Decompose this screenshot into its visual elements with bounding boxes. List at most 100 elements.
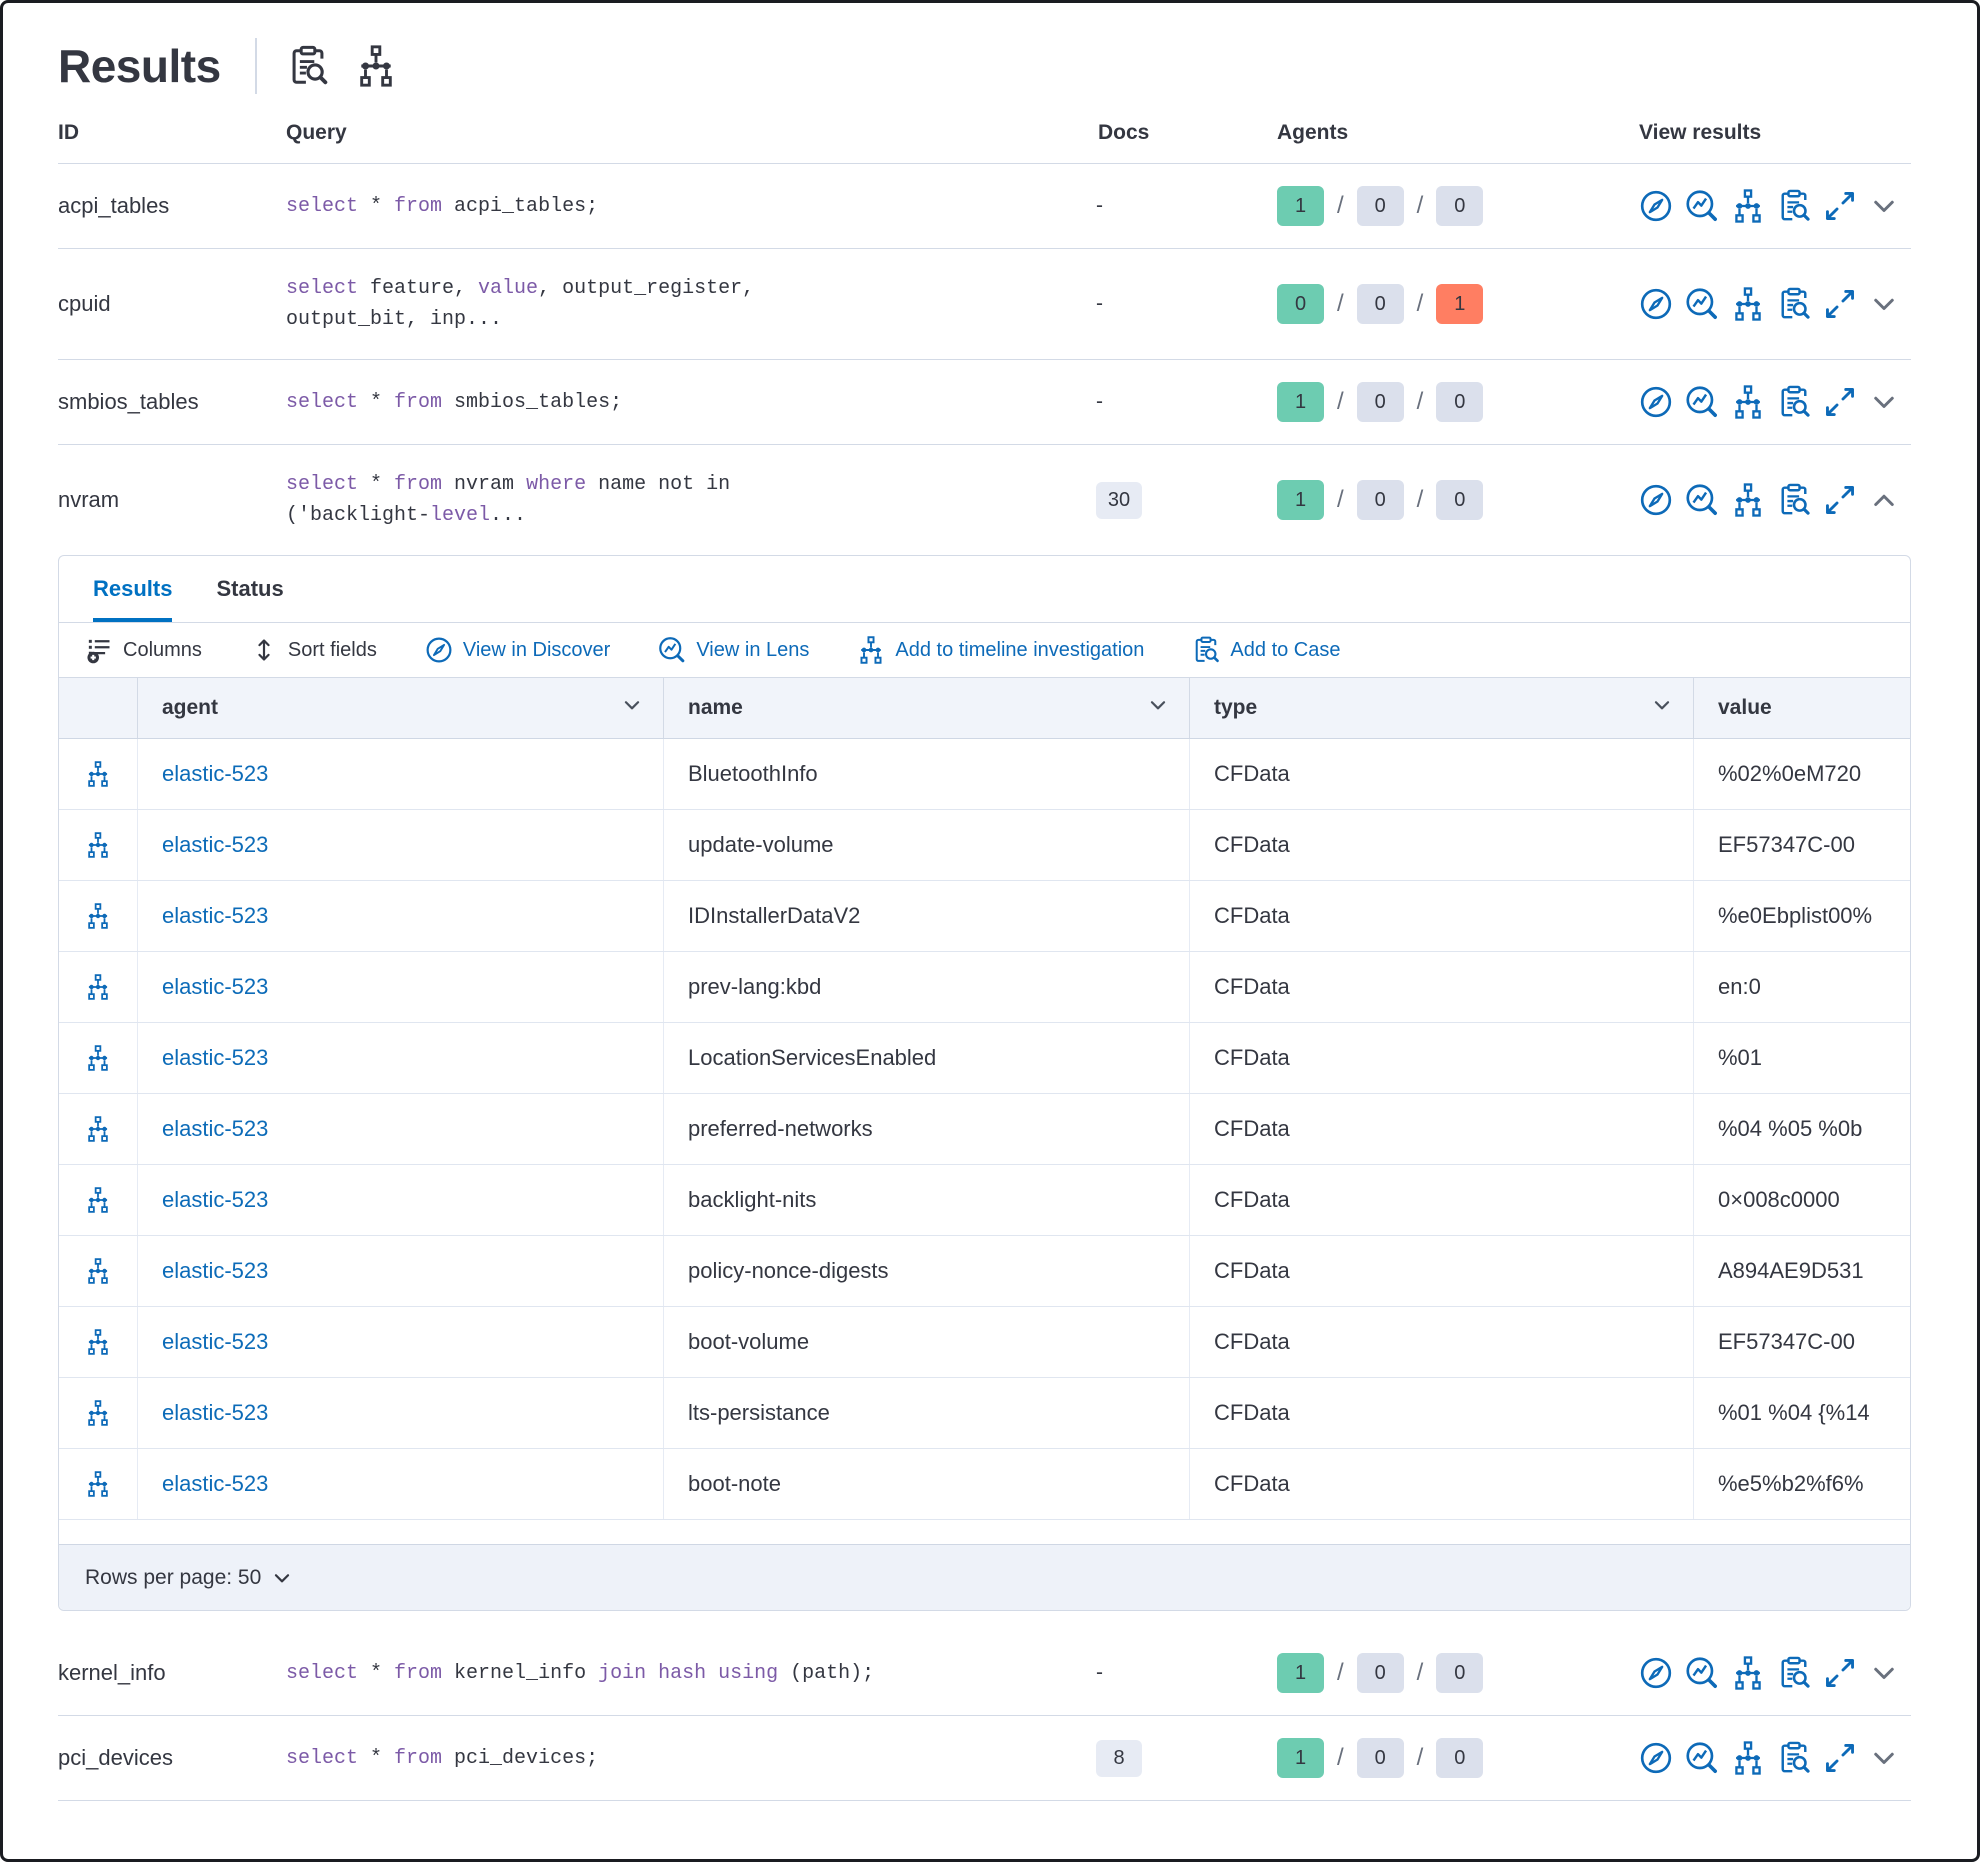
view-in-lens-button[interactable] <box>1683 481 1721 519</box>
expand-results-button[interactable] <box>1821 1654 1859 1692</box>
add-to-timeline-button[interactable] <box>1729 187 1767 225</box>
toggle-row-button[interactable] <box>1867 1656 1901 1690</box>
toggle-row-button[interactable] <box>1867 287 1901 321</box>
case-icon <box>1777 385 1811 419</box>
columns-button[interactable]: Columns <box>85 636 202 664</box>
agents-failed-badge: 0 <box>1436 1653 1484 1693</box>
value-cell: EF57347C-00 <box>1718 832 1855 857</box>
rows-per-page-button[interactable]: Rows per page: 50 <box>85 1566 293 1590</box>
row-timeline-action[interactable] <box>59 1236 138 1306</box>
query-sql: select * from acpi_tables; <box>286 194 599 218</box>
row-timeline-action[interactable] <box>59 1094 138 1164</box>
agent-link[interactable]: elastic-523 <box>162 1187 269 1212</box>
results-toolbar: Columns Sort fields View in Discover Vie… <box>59 623 1910 678</box>
timeline-icon <box>85 1329 111 1355</box>
agent-link[interactable]: elastic-523 <box>162 1471 269 1496</box>
agents-success-badge: 1 <box>1277 1653 1324 1693</box>
row-timeline-action[interactable] <box>59 1449 138 1519</box>
view-in-discover-button[interactable] <box>1637 1739 1675 1777</box>
compass-icon <box>1639 1741 1673 1775</box>
view-in-lens-button[interactable] <box>1683 187 1721 225</box>
add-to-timeline-button[interactable] <box>1729 481 1767 519</box>
tab-results[interactable]: Results <box>93 576 173 622</box>
sort-fields-button[interactable]: Sort fields <box>250 636 377 664</box>
row-timeline-action[interactable] <box>59 739 138 809</box>
add-to-timeline-button[interactable] <box>1729 1654 1767 1692</box>
timeline-view-button[interactable] <box>355 45 397 87</box>
row-timeline-action[interactable] <box>59 952 138 1022</box>
value-cell: %01 <box>1718 1045 1763 1070</box>
add-to-timeline-button[interactable] <box>1729 1739 1767 1777</box>
view-in-lens-button[interactable] <box>1683 1739 1721 1777</box>
column-header-value[interactable]: value <box>1718 696 1772 719</box>
view-in-discover-link[interactable]: View in Discover <box>425 636 610 664</box>
view-in-lens-button[interactable] <box>1683 383 1721 421</box>
row-timeline-action[interactable] <box>59 1023 138 1093</box>
agent-link[interactable]: elastic-523 <box>162 1329 269 1354</box>
toggle-row-button[interactable] <box>1867 385 1901 419</box>
name-cell: backlight-nits <box>664 1165 1190 1235</box>
row-timeline-action[interactable] <box>59 810 138 880</box>
view-in-lens-link[interactable]: View in Lens <box>658 636 809 664</box>
timeline-icon <box>85 1187 111 1213</box>
add-to-case-link[interactable]: Add to Case <box>1192 636 1341 664</box>
query-id: kernel_info <box>58 1660 166 1685</box>
row-timeline-action[interactable] <box>59 881 138 951</box>
type-cell: CFData <box>1190 1094 1694 1164</box>
add-to-case-button[interactable] <box>1775 187 1813 225</box>
view-in-discover-button[interactable] <box>1637 1654 1675 1692</box>
grid-bottom-gap <box>59 1520 1910 1544</box>
timeline-icon <box>857 636 885 664</box>
row-timeline-action[interactable] <box>59 1307 138 1377</box>
add-to-case-button[interactable] <box>1775 285 1813 323</box>
add-to-case-button[interactable] <box>1775 481 1813 519</box>
column-header-agent[interactable]: agent <box>138 678 664 738</box>
agents-status: 1/0/0 <box>1261 480 1631 520</box>
saved-queries-view-button[interactable] <box>287 45 329 87</box>
tab-status[interactable]: Status <box>216 576 283 622</box>
expand-results-button[interactable] <box>1821 383 1859 421</box>
add-to-timeline-link[interactable]: Add to timeline investigation <box>857 636 1144 664</box>
value-cell: %04 %05 %0b <box>1718 1116 1863 1141</box>
agent-link[interactable]: elastic-523 <box>162 903 269 928</box>
value-cell: %02%0eM720 <box>1718 761 1862 786</box>
toggle-row-button[interactable] <box>1867 1741 1901 1775</box>
view-in-lens-button[interactable] <box>1683 285 1721 323</box>
view-in-discover-button[interactable] <box>1637 481 1675 519</box>
view-results-actions <box>1631 481 1911 519</box>
value-cell: %e5%b2%f6% <box>1718 1471 1864 1496</box>
name-cell: lts-persistance <box>664 1378 1190 1448</box>
add-to-case-button[interactable] <box>1775 1739 1813 1777</box>
column-header-row-icon <box>59 678 138 738</box>
expand-results-button[interactable] <box>1821 1739 1859 1777</box>
add-to-timeline-button[interactable] <box>1729 285 1767 323</box>
lens-icon <box>1685 287 1719 321</box>
agent-link[interactable]: elastic-523 <box>162 1400 269 1425</box>
row-timeline-action[interactable] <box>59 1378 138 1448</box>
toggle-row-button[interactable] <box>1867 189 1901 223</box>
column-header-name[interactable]: name <box>664 678 1190 738</box>
expand-results-button[interactable] <box>1821 285 1859 323</box>
view-in-lens-button[interactable] <box>1683 1654 1721 1692</box>
add-to-case-button[interactable] <box>1775 383 1813 421</box>
agent-link[interactable]: elastic-523 <box>162 1258 269 1283</box>
view-in-discover-button[interactable] <box>1637 383 1675 421</box>
docs-value: - <box>1096 292 1103 315</box>
expand-results-button[interactable] <box>1821 187 1859 225</box>
agent-link[interactable]: elastic-523 <box>162 832 269 857</box>
view-in-discover-button[interactable] <box>1637 285 1675 323</box>
add-to-timeline-button[interactable] <box>1729 383 1767 421</box>
docs-count-badge: 30 <box>1096 481 1142 519</box>
agent-link[interactable]: elastic-523 <box>162 1116 269 1141</box>
collapse-row-button[interactable] <box>1867 483 1901 517</box>
add-to-case-button[interactable] <box>1775 1654 1813 1692</box>
row-timeline-action[interactable] <box>59 1165 138 1235</box>
column-header-type[interactable]: type <box>1190 678 1694 738</box>
agent-link[interactable]: elastic-523 <box>162 761 269 786</box>
expand-results-button[interactable] <box>1821 481 1859 519</box>
view-in-discover-button[interactable] <box>1637 187 1675 225</box>
agent-link[interactable]: elastic-523 <box>162 974 269 999</box>
agent-link[interactable]: elastic-523 <box>162 1045 269 1070</box>
result-row: elastic-523 backlight-nits CFData 0×008c… <box>59 1165 1910 1236</box>
